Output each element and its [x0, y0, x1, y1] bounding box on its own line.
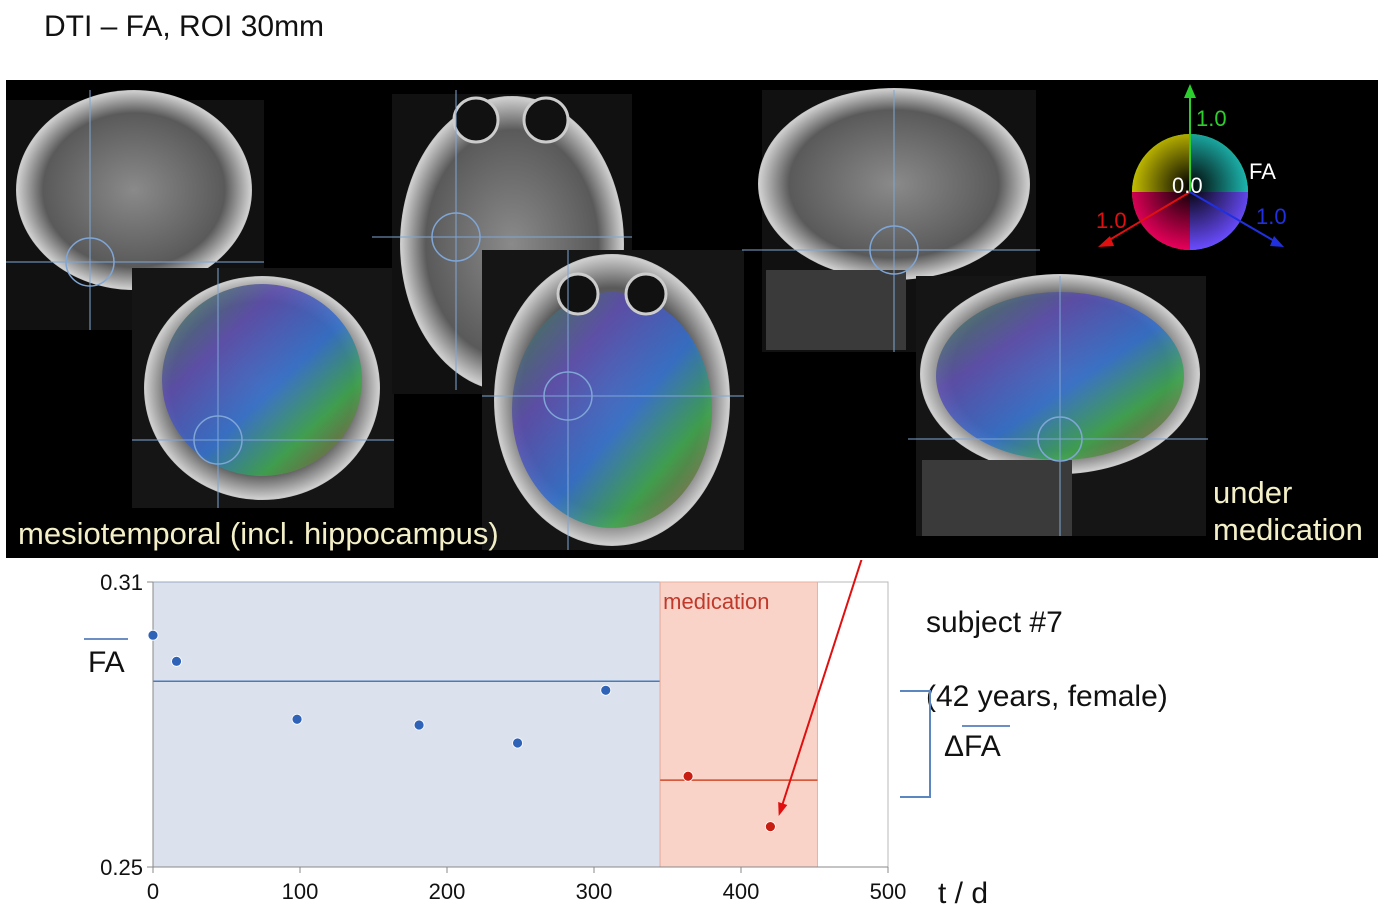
annotation-arrow-line [781, 560, 863, 805]
delta-fa-label: ΔFA [944, 730, 1001, 763]
data-point-0 [147, 629, 159, 641]
axial-dti-slice [482, 250, 744, 550]
right-caption-line2: medication [1213, 512, 1363, 547]
x-tick-label: 400 [723, 879, 760, 904]
wheel-fa-label: FA [1249, 159, 1276, 184]
fa-overline [84, 638, 128, 640]
annotation-arrow-head [778, 802, 788, 817]
subject-id: subject #7 [926, 606, 1063, 639]
data-point-1 [682, 770, 694, 782]
region-medication [659, 581, 818, 868]
left-caption: mesiotemporal (incl. hippocampus) [18, 516, 499, 551]
delta-bracket [900, 690, 931, 798]
x-axis-label: t / d [938, 877, 988, 910]
data-point-0 [512, 737, 523, 749]
wheel-red-label: 1.0 [1096, 208, 1127, 233]
data-point-0 [171, 655, 182, 667]
x-tick-label: 0 [147, 879, 159, 904]
data-point-1 [765, 821, 776, 833]
region-baseline [152, 581, 661, 868]
mri-composite-figure: 1.0 0.0 FA 1.0 1.0 [6, 84, 1287, 550]
x-tick-label: 500 [870, 879, 907, 904]
y-tick-label: 0.25 [100, 855, 143, 880]
wheel-blue-label: 1.0 [1256, 204, 1287, 229]
fa-timeline-chart: medication 0 100 200 300 400 500 0.31 0.25 t / d [100, 560, 988, 910]
subject-info: subject #7 (42 years, female) [926, 567, 1168, 752]
y-tick-label: 0.31 [100, 570, 143, 595]
data-point-0 [413, 719, 425, 731]
x-tick-label: 200 [429, 879, 466, 904]
fa-axis-label: FA [88, 646, 125, 679]
page-title: DTI – FA, ROI 30mm [44, 10, 325, 43]
data-point-0 [291, 713, 303, 725]
fa-colorwheel-legend: 1.0 0.0 FA 1.0 1.0 [1096, 84, 1287, 250]
coronal-t1-slice [6, 90, 264, 330]
x-tick-label: 100 [282, 879, 319, 904]
right-caption: under medication [1213, 474, 1363, 548]
region-label-medication: medication [663, 589, 769, 614]
right-caption-line1: under [1213, 475, 1293, 510]
coronal-dti-slice [132, 268, 394, 508]
wheel-center-label: 0.0 [1172, 173, 1203, 198]
sagittal-dti-slice [908, 274, 1208, 536]
chart-plot-area: medication 0 100 200 300 400 500 0.31 0.25 t / d [100, 560, 988, 910]
x-tick-label: 300 [576, 879, 613, 904]
subject-demographics: (42 years, female) [926, 680, 1168, 713]
wheel-green-label: 1.0 [1196, 106, 1227, 131]
dfa-overline [962, 725, 1010, 727]
mri-image-panel: 1.0 0.0 FA 1.0 1.0 mesiotemporal (incl. … [6, 80, 1378, 558]
data-point-0 [600, 684, 612, 696]
